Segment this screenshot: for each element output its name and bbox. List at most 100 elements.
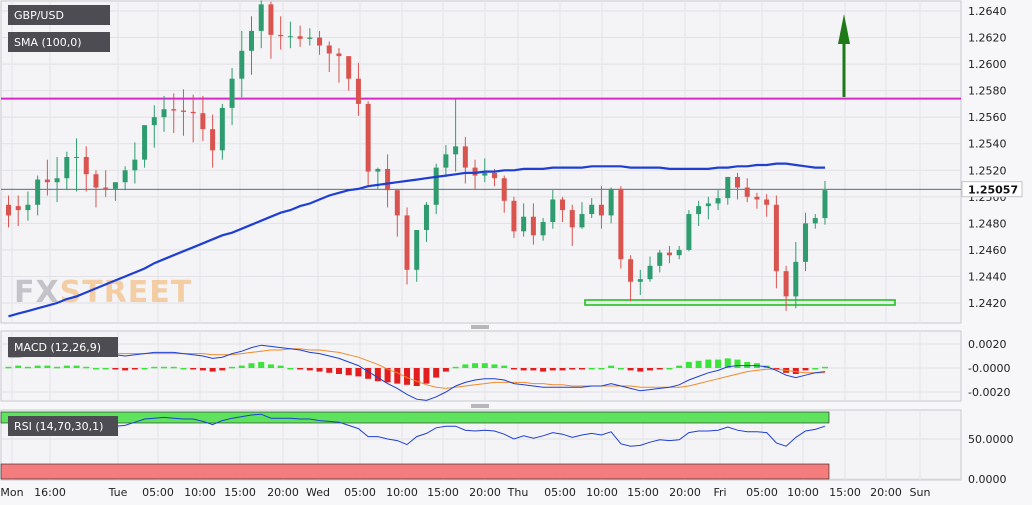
time-tick-label: 05:00 (344, 486, 376, 499)
candle-body (44, 179, 50, 183)
price-tick-label: 1.2540 (968, 138, 1007, 151)
rsi-label: RSI (14,70,30,1) (14, 420, 103, 433)
macd-histogram-bar (151, 366, 158, 369)
macd-histogram-bar (472, 363, 479, 368)
candle-body (569, 210, 575, 228)
panel-resize-handle[interactable] (471, 325, 489, 329)
candle-body (657, 252, 663, 266)
macd-histogram-bar (248, 363, 255, 368)
candle-body (453, 146, 459, 155)
time-tick-label: 15:00 (627, 486, 659, 499)
time-tick-label: 20:00 (267, 486, 299, 499)
macd-plot (5, 344, 828, 401)
macd-histogram-bar (24, 366, 31, 369)
candle-body (74, 157, 80, 158)
candle-body (93, 174, 99, 188)
price-tick-label: 1.2560 (968, 111, 1007, 124)
rsi-badge[interactable]: RSI (14,70,30,1) (8, 416, 118, 436)
rsi-line (8, 413, 826, 447)
candle-body (521, 216, 527, 232)
macd-histogram-bar (394, 368, 401, 384)
macd-histogram-bar (588, 368, 595, 370)
candle-body (414, 230, 420, 270)
candle-body (385, 168, 391, 191)
macd-badge[interactable]: MACD (12,26,9) (8, 337, 118, 357)
price-tick-label: 1.2460 (968, 244, 1007, 257)
candle-body (560, 199, 566, 211)
candle-body (550, 199, 556, 223)
price-tick-label: 1.2620 (968, 32, 1007, 45)
macd-histogram-bar (695, 360, 702, 368)
candle-body (803, 223, 809, 262)
macd-histogram-bar (481, 363, 488, 368)
rsi-tick-label: 50.0000 (968, 433, 1014, 446)
candle-body (462, 146, 468, 168)
time-tick-label: 05:00 (746, 486, 778, 499)
price-tick-label: 1.2420 (968, 297, 1007, 310)
time-tick-label: Fri (713, 486, 726, 499)
macd-histogram-bar (170, 366, 177, 369)
candle-body (501, 178, 507, 201)
rsi-overbought-zone (0, 411, 830, 424)
macd-histogram-bar (34, 365, 41, 368)
instrument-badge[interactable]: GBP/USD (8, 5, 110, 25)
macd-histogram-bar (647, 368, 654, 371)
candle-body (394, 190, 400, 216)
candle-body (6, 204, 11, 216)
time-tick-label: Wed (306, 486, 330, 499)
macd-histogram-bar (54, 366, 61, 369)
panel-resize-handle[interactable] (471, 404, 489, 408)
candle-body (249, 30, 254, 51)
macd-histogram-bar (112, 368, 119, 370)
time-tick-label: 20:00 (469, 486, 501, 499)
candle-body (103, 187, 109, 189)
candle-body (200, 113, 206, 130)
candle-body (423, 204, 429, 230)
macd-histogram-bar (404, 368, 411, 385)
bullish-arrow-icon (838, 14, 850, 97)
time-tick-label: Tue (108, 486, 128, 499)
candle-body (628, 259, 634, 282)
macd-histogram-bar (608, 365, 615, 368)
time-tick-label: 20:00 (870, 486, 902, 499)
grid-lines (1, 1, 961, 480)
instrument-label: GBP/USD (14, 9, 64, 22)
sma-badge[interactable]: SMA (100,0) (8, 32, 110, 52)
macd-histogram-bar (715, 359, 722, 368)
candle-body (268, 4, 274, 35)
candle-body (492, 172, 497, 179)
macd-histogram-bar (209, 368, 216, 372)
macd-histogram-bar (569, 368, 576, 370)
candle-body (229, 78, 235, 108)
candle-body (725, 176, 731, 199)
macd-histogram-bar (452, 366, 459, 369)
candle-body (346, 56, 352, 79)
candle-body (161, 109, 167, 118)
watermark: FXSTREET (14, 275, 192, 310)
macd-histogram-bar (161, 366, 168, 369)
macd-histogram-bar (374, 368, 381, 382)
time-tick-label: 15:00 (427, 486, 459, 499)
candle-body (210, 129, 216, 151)
candle-body (239, 50, 245, 79)
macd-histogram-bar (102, 368, 109, 370)
macd-line (8, 344, 826, 401)
macd-histogram-bar (92, 368, 99, 370)
candle-body (482, 172, 488, 176)
price-tick-label: 1.2480 (968, 217, 1007, 230)
macd-histogram-bar (5, 366, 12, 369)
macd-histogram-bar (199, 368, 206, 371)
rsi-tick-label: 0.0000 (968, 473, 1007, 486)
macd-histogram-bar (15, 365, 22, 368)
macd-histogram-bar (821, 366, 828, 369)
macd-histogram-bar (792, 368, 799, 374)
time-tick-label: Thu (507, 486, 529, 499)
candle-body (433, 167, 439, 205)
macd-histogram-bar (306, 368, 313, 371)
macd-histogram-bar (131, 368, 138, 370)
candle-body (773, 204, 779, 272)
macd-histogram-bar (229, 366, 236, 369)
candle-body (25, 204, 31, 211)
macd-histogram-bar (345, 368, 352, 376)
